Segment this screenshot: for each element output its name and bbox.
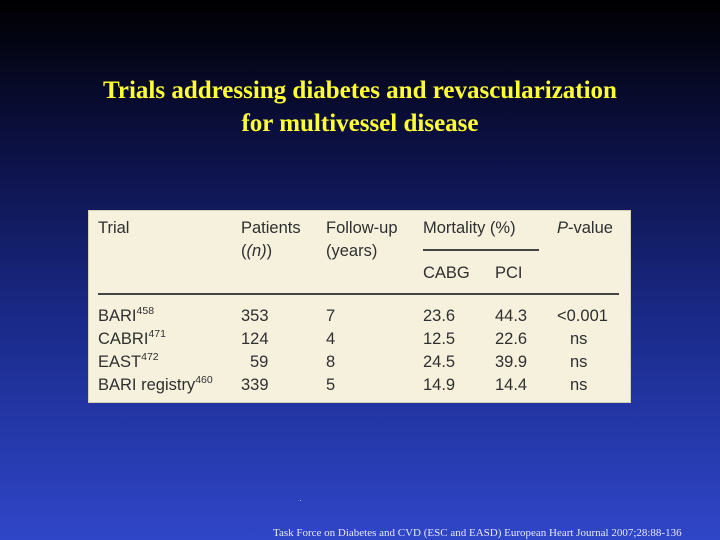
row-4-p: ns [570, 376, 588, 394]
row-4-trial: BARI registry460 [98, 374, 213, 396]
row-1-p: <0.001 [557, 307, 608, 325]
row-3-trial-name: EAST [98, 353, 142, 371]
row-4-patients: 339 [241, 376, 269, 394]
row-4-followup: 5 [326, 376, 336, 394]
row-2-followup: 4 [326, 330, 336, 348]
mortality-underline [423, 249, 539, 251]
row-4-trial-name: BARI registry [98, 376, 196, 394]
slide-title-line-1: Trials addressing diabetes and revascula… [103, 77, 617, 104]
row-3-pci: 39.9 [495, 353, 528, 371]
header-mortality: Mortality (%) [423, 219, 516, 237]
stray-dot [300, 500, 301, 501]
header-p-letter: P [557, 219, 569, 237]
header-followup: Follow-up [326, 219, 398, 237]
header-patients: Patients [241, 219, 301, 237]
row-1-patients: 353 [241, 307, 269, 325]
header-patients-n: ((n)) [241, 242, 273, 260]
row-2-patients: 124 [241, 330, 269, 348]
header-cabg: CABG [423, 264, 470, 282]
trials-table: Trial Patients ((n)) Follow-up (years) M… [88, 210, 631, 403]
row-3-cabg: 24.5 [423, 353, 456, 371]
slide-title-line-2: for multivessel disease [241, 110, 479, 137]
slide-footnote: Task Force on Diabetes and CVD (ESC and … [273, 527, 682, 539]
row-1-trial: BARI458 [98, 305, 154, 327]
row-1-ref: 458 [136, 305, 155, 317]
row-4-pci: 14.4 [495, 376, 528, 394]
row-3-p: ns [570, 353, 588, 371]
header-p-rest: -value [568, 219, 613, 237]
row-4-ref: 460 [195, 374, 213, 386]
header-p-value: P-value [557, 217, 613, 239]
row-1-followup: 7 [326, 307, 336, 325]
row-3-followup: 8 [326, 353, 336, 371]
header-followup-unit: (years) [326, 242, 378, 260]
row-2-trial-name: CABRI [98, 330, 149, 348]
header-trial: Trial [98, 219, 130, 237]
row-1-cabg: 23.6 [423, 307, 456, 325]
row-2-pci: 22.6 [495, 330, 528, 348]
row-1-pci: 44.3 [495, 307, 528, 325]
row-2-p: ns [570, 330, 588, 348]
header-pci: PCI [495, 264, 523, 282]
header-patients-n-text: (n) [246, 242, 267, 260]
row-1-trial-name: BARI [98, 307, 137, 325]
row-2-ref: 471 [148, 328, 166, 340]
row-4-cabg: 14.9 [423, 376, 456, 394]
row-3-trial: EAST472 [98, 351, 159, 373]
header-rule [98, 293, 619, 295]
row-2-cabg: 12.5 [423, 330, 456, 348]
row-3-ref: 472 [141, 351, 159, 363]
row-3-patients: 59 [250, 353, 269, 371]
slide-title: Trials addressing diabetes and revascula… [0, 74, 720, 140]
row-2-trial: CABRI471 [98, 328, 166, 350]
